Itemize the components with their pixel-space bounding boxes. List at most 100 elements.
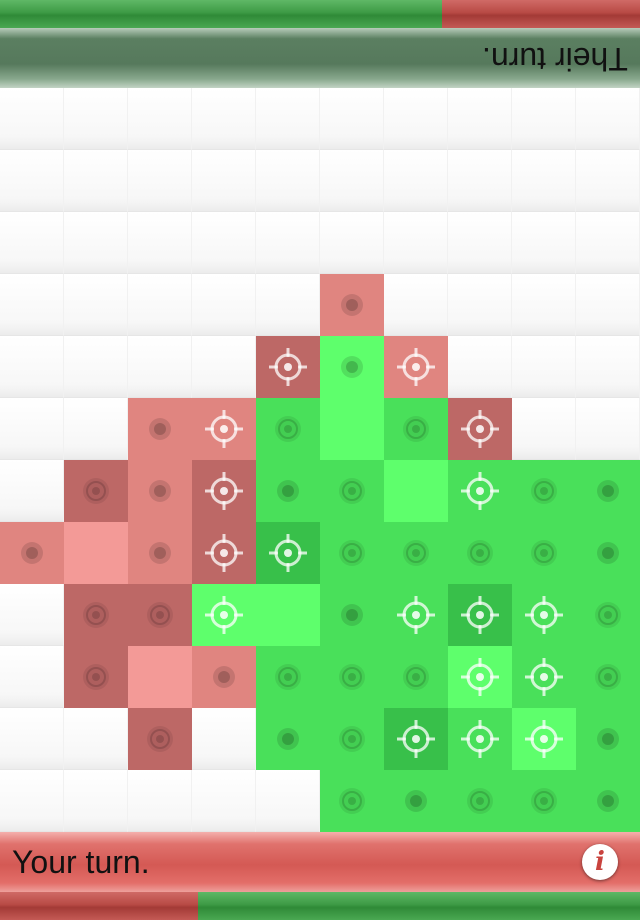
board-cell-empty[interactable]: [448, 336, 512, 398]
board-cell-empty[interactable]: [192, 274, 256, 336]
board-cell-empty[interactable]: [0, 88, 64, 150]
board-cell-red[interactable]: [192, 646, 256, 708]
board-cell-empty[interactable]: [256, 212, 320, 274]
board-cell-green[interactable]: [256, 646, 320, 708]
info-icon[interactable]: i: [582, 844, 618, 880]
board-cell-green[interactable]: [576, 646, 640, 708]
board-cell-green[interactable]: [448, 770, 512, 832]
board-cell-green[interactable]: [448, 646, 512, 708]
board-cell-empty[interactable]: [512, 398, 576, 460]
board-cell-empty[interactable]: [0, 336, 64, 398]
board-cell-empty[interactable]: [64, 708, 128, 770]
board-cell-green[interactable]: [448, 460, 512, 522]
board-cell-empty[interactable]: [192, 150, 256, 212]
board-cell-green[interactable]: [512, 646, 576, 708]
board-cell-green[interactable]: [384, 398, 448, 460]
board-cell-green[interactable]: [320, 708, 384, 770]
board-cell-red[interactable]: [128, 460, 192, 522]
board-cell-green[interactable]: [576, 584, 640, 646]
board-cell-empty[interactable]: [64, 212, 128, 274]
board-cell-empty[interactable]: [384, 274, 448, 336]
board-cell-empty[interactable]: [448, 88, 512, 150]
board-cell-empty[interactable]: [0, 150, 64, 212]
board-cell-green[interactable]: [512, 584, 576, 646]
board-cell-green[interactable]: [320, 336, 384, 398]
board-cell-red[interactable]: [384, 336, 448, 398]
board-cell-empty[interactable]: [320, 88, 384, 150]
board-cell-empty[interactable]: [0, 212, 64, 274]
board-cell-green[interactable]: [256, 708, 320, 770]
board-cell-empty[interactable]: [256, 88, 320, 150]
board-cell-empty[interactable]: [320, 212, 384, 274]
board-cell-empty[interactable]: [512, 336, 576, 398]
board-cell-green[interactable]: [512, 460, 576, 522]
board-cell-green[interactable]: [384, 522, 448, 584]
board-cell-green[interactable]: [384, 460, 448, 522]
board-cell-empty[interactable]: [64, 398, 128, 460]
board-cell-green[interactable]: [256, 398, 320, 460]
board-cell-empty[interactable]: [128, 274, 192, 336]
board-cell-green[interactable]: [256, 460, 320, 522]
board-cell-green[interactable]: [384, 646, 448, 708]
board-cell-empty[interactable]: [192, 212, 256, 274]
board-cell-green[interactable]: [576, 460, 640, 522]
board-cell-empty[interactable]: [512, 212, 576, 274]
board-cell-green[interactable]: [256, 522, 320, 584]
board-cell-empty[interactable]: [128, 150, 192, 212]
board-cell-green[interactable]: [384, 708, 448, 770]
board-cell-red[interactable]: [256, 336, 320, 398]
board-cell-empty[interactable]: [576, 150, 640, 212]
board-cell-red[interactable]: [64, 460, 128, 522]
board-cell-empty[interactable]: [192, 336, 256, 398]
board-cell-empty[interactable]: [64, 770, 128, 832]
board-cell-red[interactable]: [128, 522, 192, 584]
board-cell-green[interactable]: [320, 584, 384, 646]
board-cell-empty[interactable]: [128, 212, 192, 274]
board-cell-green[interactable]: [448, 708, 512, 770]
board-cell-empty[interactable]: [448, 274, 512, 336]
board-cell-empty[interactable]: [576, 88, 640, 150]
board-cell-red[interactable]: [320, 274, 384, 336]
board-cell-green[interactable]: [320, 522, 384, 584]
board-cell-empty[interactable]: [384, 212, 448, 274]
board-cell-empty[interactable]: [192, 770, 256, 832]
board-cell-red[interactable]: [192, 522, 256, 584]
board-cell-empty[interactable]: [384, 150, 448, 212]
board-cell-empty[interactable]: [576, 398, 640, 460]
board-cell-green[interactable]: [512, 708, 576, 770]
board-cell-green[interactable]: [256, 584, 320, 646]
board-cell-green[interactable]: [320, 646, 384, 708]
board-cell-empty[interactable]: [192, 88, 256, 150]
board-cell-empty[interactable]: [320, 150, 384, 212]
board-cell-empty[interactable]: [0, 584, 64, 646]
board-cell-green[interactable]: [320, 398, 384, 460]
board-cell-red[interactable]: [128, 398, 192, 460]
board-cell-empty[interactable]: [448, 212, 512, 274]
board-cell-empty[interactable]: [0, 646, 64, 708]
board-cell-empty[interactable]: [64, 150, 128, 212]
board-cell-empty[interactable]: [128, 88, 192, 150]
board-cell-empty[interactable]: [384, 88, 448, 150]
board-cell-green[interactable]: [320, 770, 384, 832]
board-cell-green[interactable]: [448, 522, 512, 584]
board-cell-red[interactable]: [64, 584, 128, 646]
board-cell-empty[interactable]: [64, 274, 128, 336]
board-cell-empty[interactable]: [512, 274, 576, 336]
board-cell-empty[interactable]: [128, 770, 192, 832]
board-cell-green[interactable]: [384, 770, 448, 832]
board-cell-empty[interactable]: [512, 88, 576, 150]
board-cell-green[interactable]: [384, 584, 448, 646]
board-cell-empty[interactable]: [512, 150, 576, 212]
board-cell-red[interactable]: [192, 460, 256, 522]
board-cell-red[interactable]: [64, 646, 128, 708]
board-cell-empty[interactable]: [0, 708, 64, 770]
board-cell-green[interactable]: [448, 584, 512, 646]
board-cell-empty[interactable]: [576, 336, 640, 398]
board-cell-empty[interactable]: [448, 150, 512, 212]
board-cell-red[interactable]: [128, 584, 192, 646]
board-cell-empty[interactable]: [64, 336, 128, 398]
board-cell-red[interactable]: [128, 708, 192, 770]
board-cell-empty[interactable]: [64, 88, 128, 150]
board-cell-empty[interactable]: [0, 770, 64, 832]
board-cell-red[interactable]: [64, 522, 128, 584]
